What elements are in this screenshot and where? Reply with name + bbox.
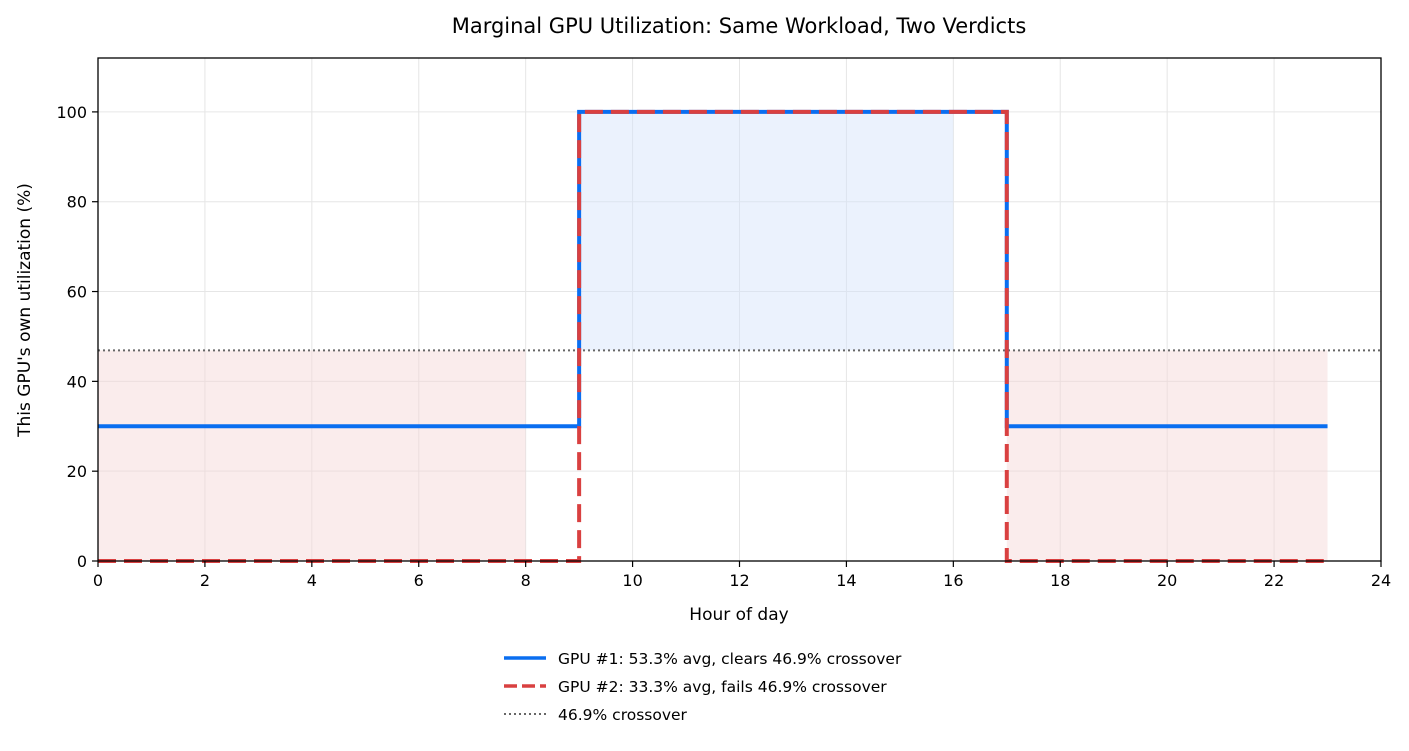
y-axis-label: This GPU's own utilization (%) xyxy=(15,183,35,438)
legend: GPU #1: 53.3% avg, clears 46.9% crossove… xyxy=(504,650,902,724)
chart-title: Marginal GPU Utilization: Same Workload,… xyxy=(452,14,1027,38)
x-tick-label: 8 xyxy=(521,571,531,590)
x-tick-label: 24 xyxy=(1371,571,1391,590)
x-tick-label: 14 xyxy=(836,571,856,590)
y-tick-label: 20 xyxy=(67,462,87,481)
legend-label-gpu2: GPU #2: 33.3% avg, fails 46.9% crossover xyxy=(558,678,887,696)
x-tick-label: 20 xyxy=(1157,571,1177,590)
x-tick-label: 4 xyxy=(307,571,317,590)
x-tick-label: 22 xyxy=(1264,571,1284,590)
shaded-region-0 xyxy=(98,350,526,561)
y-tick-label: 60 xyxy=(67,283,87,302)
x-tick-label: 2 xyxy=(200,571,210,590)
shaded-region-2 xyxy=(579,111,954,351)
x-tick-label: 6 xyxy=(414,571,424,590)
x-tick-label: 0 xyxy=(93,571,103,590)
y-tick-label: 100 xyxy=(56,103,87,122)
x-tick-label: 10 xyxy=(622,571,642,590)
x-tick-label: 18 xyxy=(1050,571,1070,590)
x-axis-label: Hour of day xyxy=(689,605,788,625)
y-tick-label: 40 xyxy=(67,372,87,391)
legend-label-crossover: 46.9% crossover xyxy=(558,706,688,724)
y-tick-label: 80 xyxy=(67,193,87,212)
legend-label-gpu1: GPU #1: 53.3% avg, clears 46.9% crossove… xyxy=(558,650,902,668)
x-tick-label: 16 xyxy=(943,571,963,590)
shaded-region-1 xyxy=(1006,350,1328,561)
y-tick-label: 0 xyxy=(77,552,87,571)
x-tick-label: 12 xyxy=(729,571,749,590)
